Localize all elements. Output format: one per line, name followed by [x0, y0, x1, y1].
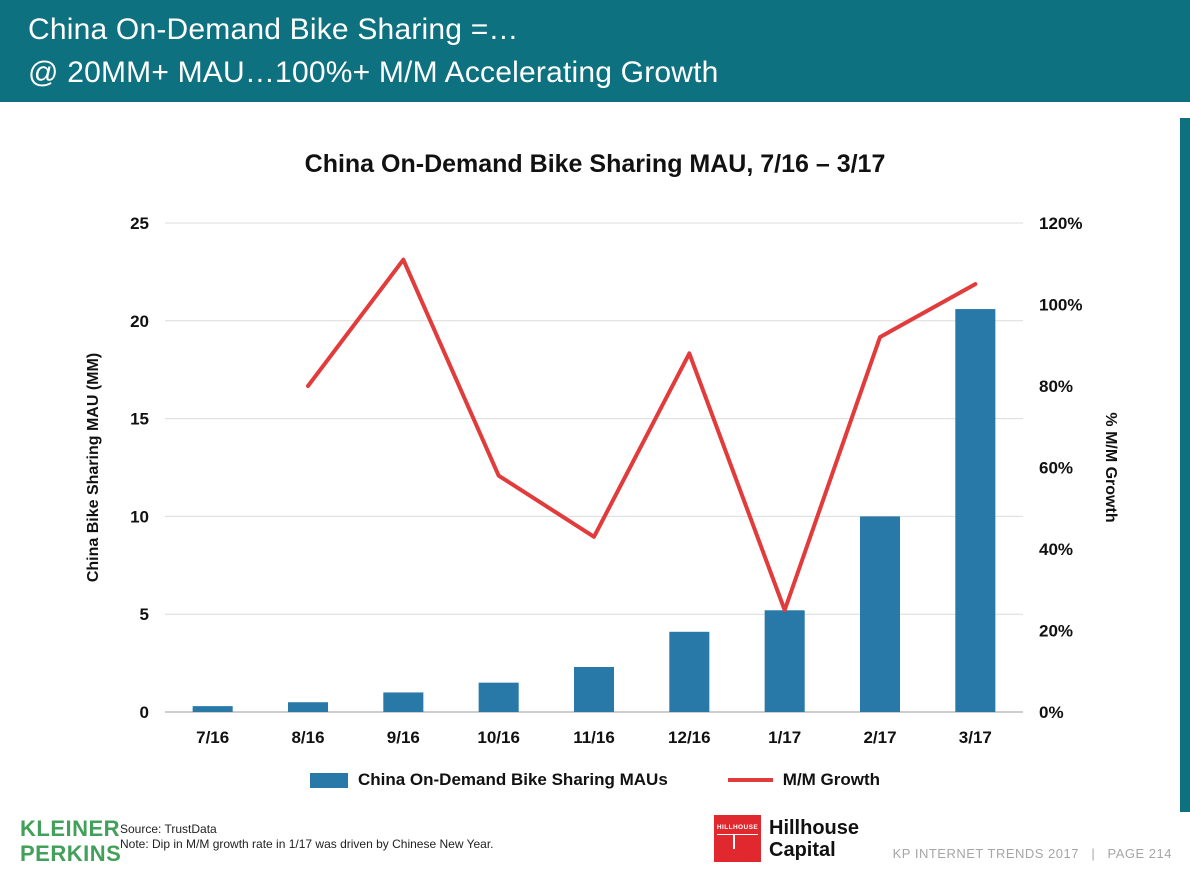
- note-line: Note: Dip in M/M growth rate in 1/17 was…: [120, 837, 494, 851]
- mau-bar: [955, 309, 996, 712]
- right-axis-tick: 80%: [1039, 377, 1073, 396]
- right-axis-title: % M/M Growth: [1102, 412, 1119, 522]
- hillhouse-logo: HILLHOUSE Hillhouse Capital: [714, 815, 859, 862]
- hillhouse-badge-text: HILLHOUSE: [716, 824, 759, 835]
- hillhouse-badge-mark-icon: [733, 835, 735, 849]
- slide-header: China On-Demand Bike Sharing =… @ 20MM+ …: [0, 0, 1190, 102]
- mau-bar: [192, 706, 233, 712]
- combo-chart: 0 5 10 15 20 25 0% 20% 40% 60% 80% 100% 120% 7/16 8/16…: [85, 214, 1119, 747]
- page-info: KP INTERNET TRENDS 2017 | PAGE 214: [892, 846, 1172, 861]
- right-axis-tick: 100%: [1039, 296, 1082, 315]
- mau-bar: [478, 682, 519, 712]
- chart-legend: China On-Demand Bike Sharing MAUs M/M Gr…: [0, 770, 1190, 790]
- x-axis-category-label: 1/17: [768, 728, 801, 747]
- mau-bar: [287, 702, 329, 712]
- source-line: Source: TrustData: [120, 822, 217, 836]
- header-title-line2: @ 20MM+ MAU…100%+ M/M Accelerating Growt…: [28, 56, 719, 89]
- mau-bar: [859, 516, 901, 712]
- hillhouse-wordmark: Hillhouse Capital: [769, 817, 859, 861]
- left-axis-tick: 20: [130, 312, 149, 331]
- right-axis-tick: 60%: [1039, 459, 1073, 478]
- left-axis-tick: 15: [130, 410, 149, 429]
- mau-bar: [573, 667, 615, 712]
- left-axis-tick: 10: [130, 507, 149, 526]
- x-axis-category-label: 12/16: [668, 728, 711, 747]
- line-series-swatch: [727, 778, 773, 782]
- header-title-line1: China On-Demand Bike Sharing =…: [28, 13, 519, 46]
- x-axis-category-label: 9/16: [387, 728, 420, 747]
- mau-bar: [383, 692, 424, 712]
- bar-series-swatch: [309, 772, 348, 788]
- kleiner-logo-line2: PERKINS: [20, 841, 122, 866]
- left-axis-tick: 25: [130, 214, 149, 233]
- mau-bar: [764, 610, 805, 712]
- hillhouse-name-line1: Hillhouse: [769, 816, 860, 839]
- growth-line: [306, 257, 978, 613]
- right-axis-tick: 40%: [1039, 540, 1073, 559]
- mau-bar: [669, 631, 710, 712]
- legend-item-bars: China On-Demand Bike Sharing MAUs: [309, 770, 668, 790]
- line-series-label: M/M Growth: [782, 770, 881, 789]
- x-axis-category-label: 7/16: [196, 728, 229, 747]
- right-axis-tick: 20%: [1039, 622, 1073, 641]
- x-axis-category-label: 3/17: [959, 728, 992, 747]
- chart-title: China On-Demand Bike Sharing MAU, 7/16 –…: [304, 150, 886, 178]
- left-axis-title: China Bike Sharing MAU (MM): [85, 353, 102, 582]
- source-note: Source: TrustData Note: Dip in M/M growt…: [120, 822, 494, 852]
- bar-series-label: China On-Demand Bike Sharing MAUs: [357, 770, 668, 789]
- legend-item-line: M/M Growth: [727, 770, 881, 790]
- right-axis-tick: 120%: [1039, 214, 1082, 233]
- left-axis-tick: 0: [140, 703, 149, 722]
- x-axis-category-label: 2/17: [863, 728, 896, 747]
- kleiner-logo-line1: KLEINER: [20, 816, 121, 841]
- hillhouse-badge-icon: HILLHOUSE: [714, 815, 761, 862]
- hillhouse-name-line2: Capital: [769, 838, 836, 861]
- left-axis-tick: 5: [140, 605, 149, 624]
- x-axis-category-label: 8/16: [291, 728, 324, 747]
- right-accent-bar: [1180, 118, 1190, 812]
- x-axis-category-label: 10/16: [477, 728, 520, 747]
- x-axis-category-label: 11/16: [573, 728, 615, 747]
- right-axis-tick: 0%: [1039, 703, 1064, 722]
- kleiner-perkins-logo: KLEINER PERKINS: [20, 816, 121, 866]
